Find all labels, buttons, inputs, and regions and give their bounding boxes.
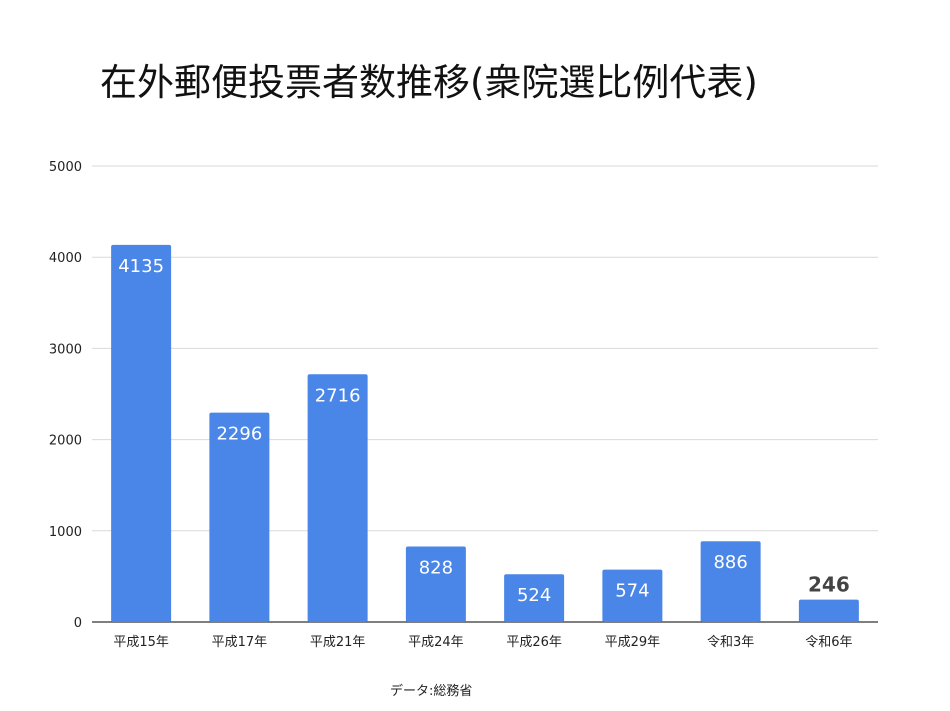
data-label: 886 bbox=[713, 552, 747, 573]
data-label: 828 bbox=[419, 557, 453, 578]
data-label: 524 bbox=[517, 585, 551, 606]
y-tick-label: 2000 bbox=[49, 434, 82, 449]
bar bbox=[700, 541, 761, 622]
y-axis-ticks: 0 1000 2000 3000 4000 5000 bbox=[49, 160, 82, 631]
y-tick-label: 5000 bbox=[49, 160, 82, 175]
bar bbox=[209, 412, 270, 622]
data-label: 2716 bbox=[315, 385, 361, 406]
bar bbox=[798, 599, 859, 622]
x-tick-label: 平成29年 bbox=[605, 635, 661, 650]
data-label: 574 bbox=[615, 581, 649, 602]
x-axis-ticks: 平成15年 平成17年 平成21年 平成24年 平成26年 平成29年 令和3年 令和6年 bbox=[113, 635, 852, 650]
y-tick-label: 0 bbox=[74, 616, 82, 631]
x-tick-label: 令和6年 bbox=[805, 635, 852, 650]
y-tick-label: 4000 bbox=[49, 251, 82, 266]
bar bbox=[307, 374, 368, 622]
x-tick-label: 平成17年 bbox=[212, 635, 268, 650]
x-tick-label: 平成15年 bbox=[113, 635, 169, 650]
data-labels: 4135 2296 2716 828 524 574 886 246 bbox=[118, 256, 850, 606]
x-tick-label: 平成26年 bbox=[506, 635, 562, 650]
source-note: データ:総務省 bbox=[390, 684, 473, 699]
x-tick-label: 平成24年 bbox=[408, 635, 464, 650]
data-label: 4135 bbox=[118, 256, 164, 277]
chart-title: 在外郵便投票者数推移(衆院選比例代表) bbox=[100, 61, 758, 104]
bar bbox=[504, 574, 565, 622]
y-tick-label: 1000 bbox=[49, 525, 82, 540]
bar bbox=[405, 546, 466, 622]
y-tick-label: 3000 bbox=[49, 342, 82, 357]
bars bbox=[111, 244, 859, 622]
bar bbox=[602, 569, 663, 622]
data-label: 2296 bbox=[216, 424, 262, 445]
x-tick-label: 平成21年 bbox=[310, 635, 366, 650]
bar bbox=[111, 244, 172, 622]
x-tick-label: 令和3年 bbox=[707, 635, 754, 650]
data-label: 246 bbox=[808, 573, 850, 597]
